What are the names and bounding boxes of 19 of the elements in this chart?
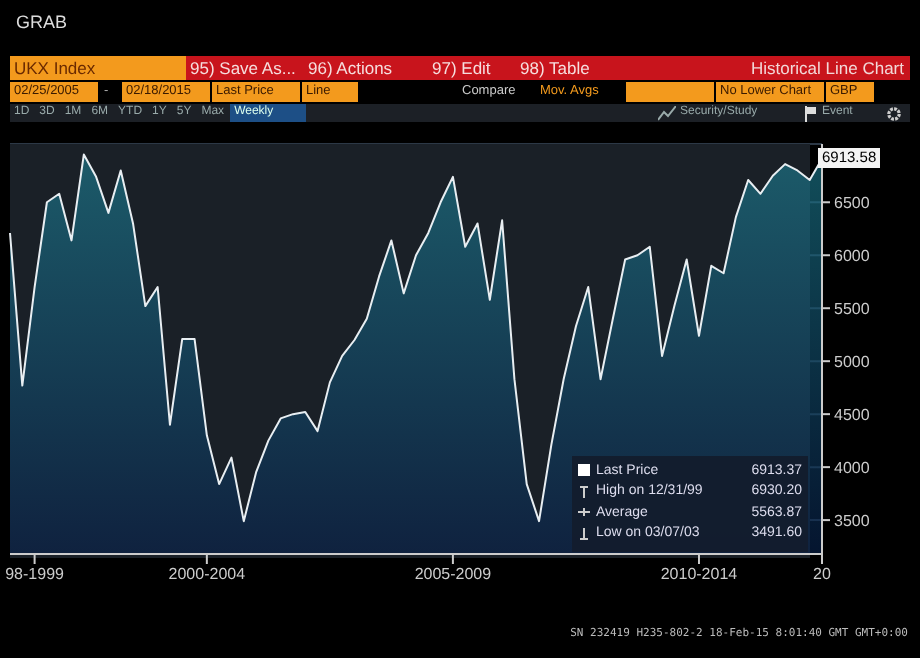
y-tick-label: 5500: [834, 299, 871, 318]
x-tick-label: 2010-2014: [660, 565, 739, 584]
y-tick-label: 3500: [834, 511, 871, 530]
text: 98) Table: [518, 56, 592, 80]
x-tick-label: 2005-2009: [414, 565, 493, 584]
text: 96) Actions: [306, 56, 395, 80]
y-tick-label: 4500: [834, 405, 871, 424]
y-tick-label: 5000: [834, 352, 871, 371]
x-tick-label: 2000-2004: [168, 565, 247, 584]
text: 95) Save As...: [188, 56, 298, 80]
chart-subtitle: Historical Line Chart: [748, 56, 906, 80]
x-tick-label: 98-1999: [5, 565, 66, 584]
text: 97) Edit: [430, 56, 493, 80]
y-tick-label: 6500: [834, 193, 871, 212]
y-tick-label: 4000: [834, 458, 871, 477]
x-tick-label: 20: [813, 565, 832, 584]
y-tick-label: 6000: [834, 246, 871, 265]
text: UKX Index: [10, 56, 186, 80]
chart-title: GRAB: [16, 12, 68, 32]
